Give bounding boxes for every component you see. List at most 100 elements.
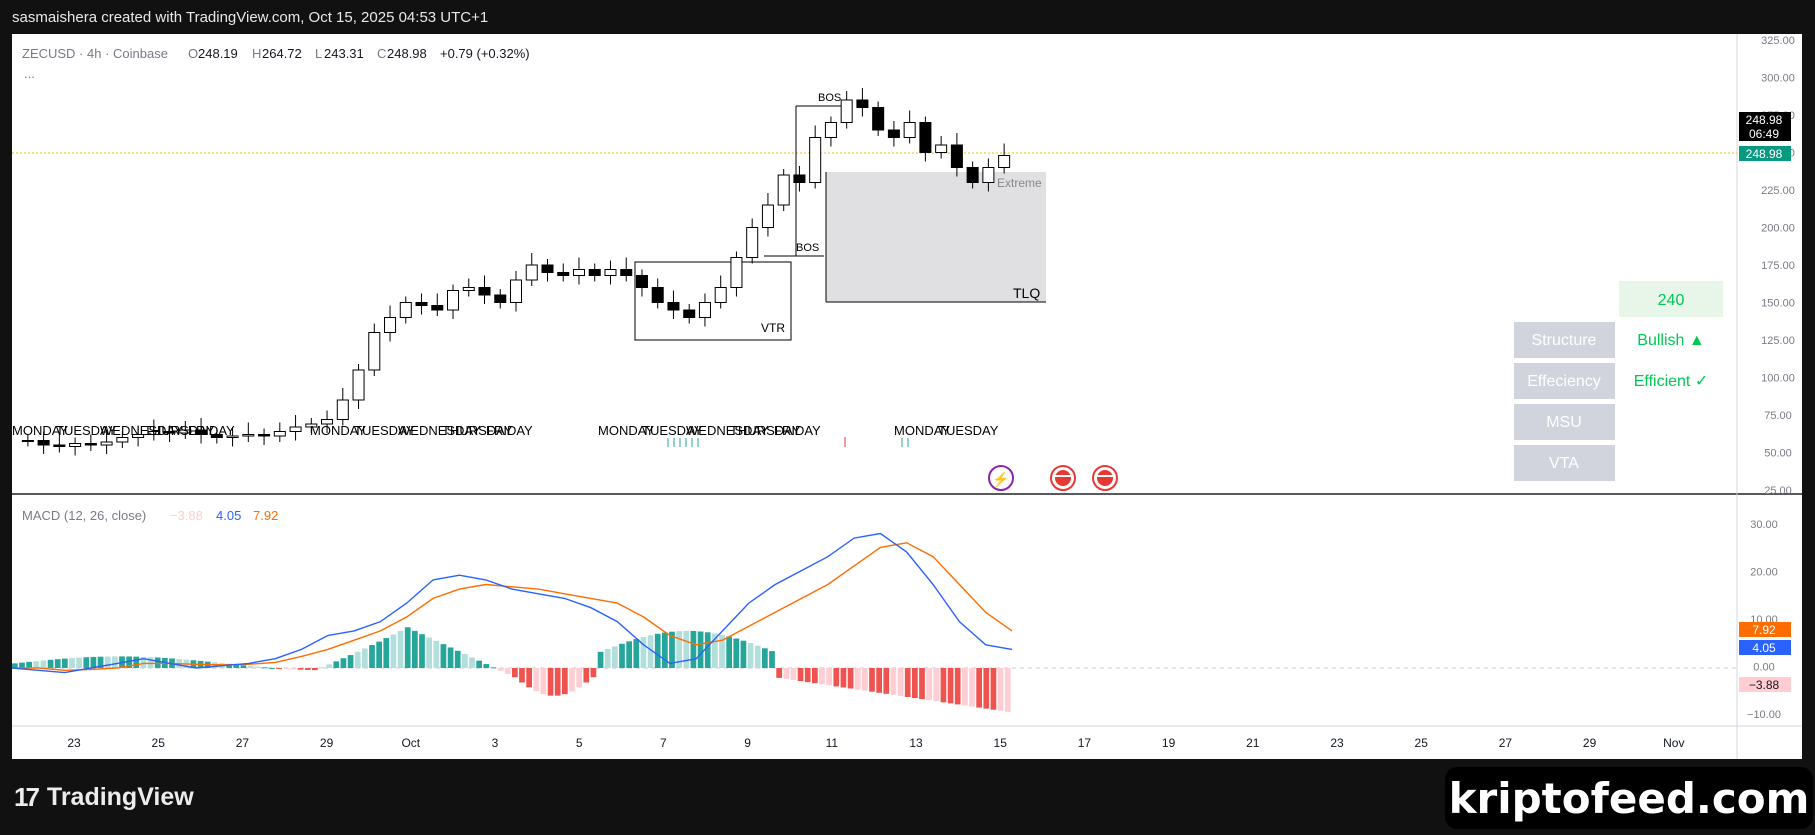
candles-series[interactable]: [21, 88, 1011, 456]
candle[interactable]: [903, 110, 916, 144]
candle[interactable]: [982, 158, 995, 192]
candle[interactable]: [872, 101, 885, 137]
candle[interactable]: [447, 284, 460, 320]
candle[interactable]: [572, 257, 585, 285]
lightning-icon[interactable]: [988, 465, 1014, 491]
candle[interactable]: [761, 193, 774, 237]
histogram-bar: [312, 668, 318, 671]
candle[interactable]: [887, 121, 900, 147]
histogram-bar: [347, 655, 354, 668]
candle[interactable]: [698, 293, 711, 327]
candle[interactable]: [258, 428, 271, 446]
candle[interactable]: [384, 305, 397, 342]
candle[interactable]: [289, 415, 302, 441]
candle[interactable]: [478, 275, 491, 305]
candle[interactable]: [746, 218, 759, 264]
candle[interactable]: [462, 278, 475, 297]
candle[interactable]: [431, 293, 444, 317]
candle[interactable]: [667, 290, 680, 320]
chart-frame[interactable]: ZECUSD · 4h · Coinbase O 248.19 H 264.72…: [12, 34, 1802, 759]
candle[interactable]: [53, 433, 66, 453]
candle[interactable]: [809, 125, 822, 189]
candle[interactable]: [541, 259, 554, 282]
candle-body: [525, 264, 538, 281]
histogram-bar: [276, 668, 282, 669]
candle[interactable]: [588, 263, 601, 282]
candle[interactable]: [147, 419, 160, 441]
candle[interactable]: [557, 263, 570, 282]
chart-canvas[interactable]: ZECUSD · 4h · Coinbase O 248.19 H 264.72…: [12, 34, 1802, 759]
candle[interactable]: [683, 304, 696, 324]
histogram-bar: [533, 668, 540, 692]
histogram-bar: [962, 668, 968, 706]
vtr-box[interactable]: [634, 261, 792, 341]
candle[interactable]: [321, 410, 334, 434]
candle[interactable]: [352, 364, 365, 409]
candle-body: [53, 444, 66, 447]
candle-body: [887, 129, 900, 138]
candle-body: [368, 332, 381, 371]
candle[interactable]: [69, 437, 82, 456]
candle[interactable]: [84, 434, 97, 452]
candle[interactable]: [132, 425, 145, 447]
status-value-cell: [1619, 281, 1723, 317]
candle[interactable]: [368, 323, 381, 377]
candle[interactable]: [777, 169, 790, 211]
extreme-zone[interactable]: [826, 172, 1046, 302]
price-tick: 100.00: [1761, 373, 1795, 385]
candle[interactable]: [620, 257, 633, 282]
candle[interactable]: [651, 278, 664, 309]
candle[interactable]: [950, 133, 963, 177]
macd-histogram[interactable]: [12, 627, 1011, 712]
candle[interactable]: [494, 289, 507, 309]
candle[interactable]: [730, 251, 743, 297]
candle[interactable]: [840, 91, 853, 129]
candle[interactable]: [824, 116, 837, 147]
candle-body: [604, 269, 617, 276]
candle[interactable]: [210, 428, 223, 444]
candle[interactable]: [966, 161, 979, 189]
candle[interactable]: [525, 253, 538, 286]
candle[interactable]: [116, 431, 129, 449]
candle[interactable]: [509, 271, 523, 312]
candle[interactable]: [399, 296, 412, 324]
tradingview-logo[interactable]: 17 TradingView: [14, 782, 194, 813]
candle[interactable]: [179, 421, 192, 439]
histogram-bar: [90, 656, 97, 668]
candle[interactable]: [195, 418, 208, 444]
candle[interactable]: [919, 116, 932, 162]
time-tick: 27: [236, 736, 250, 750]
candle-body: [683, 309, 696, 318]
candle[interactable]: [100, 430, 113, 454]
candle[interactable]: [37, 431, 50, 455]
legend-more-button[interactable]: ...: [24, 66, 35, 81]
day-label: FRIDAY: [774, 423, 821, 438]
macd-line[interactable]: [12, 532, 1013, 674]
high-value: 264.72: [262, 46, 302, 61]
candle[interactable]: [856, 88, 869, 117]
candle[interactable]: [273, 422, 286, 443]
candle[interactable]: [604, 260, 617, 285]
candle-body: [305, 423, 318, 428]
candle[interactable]: [163, 425, 176, 443]
candle[interactable]: [336, 388, 349, 426]
candle[interactable]: [998, 143, 1011, 174]
time-axis[interactable]: 23 25 27 29 Oct 3 5 7 9 11 13 15 17 19 21 23 25 27 29 Nov: [67, 736, 1684, 750]
candle[interactable]: [935, 136, 948, 159]
event-icons[interactable]: ⚡: [988, 465, 1118, 491]
histogram-bar: [747, 643, 754, 668]
macd-signal-line[interactable]: [12, 542, 1013, 672]
candle[interactable]: [242, 422, 255, 443]
candle[interactable]: [305, 418, 318, 433]
candle[interactable]: [415, 293, 428, 315]
histogram-bar: [890, 668, 897, 695]
candle[interactable]: [714, 275, 727, 309]
candle[interactable]: [793, 166, 806, 192]
candle[interactable]: [21, 434, 34, 447]
candle[interactable]: [226, 427, 239, 447]
candle[interactable]: [635, 269, 648, 297]
histogram-bar: [690, 631, 697, 668]
tlq-label: TLQ: [1013, 285, 1040, 301]
histogram-bar: [769, 651, 775, 668]
candle-body: [730, 257, 743, 288]
